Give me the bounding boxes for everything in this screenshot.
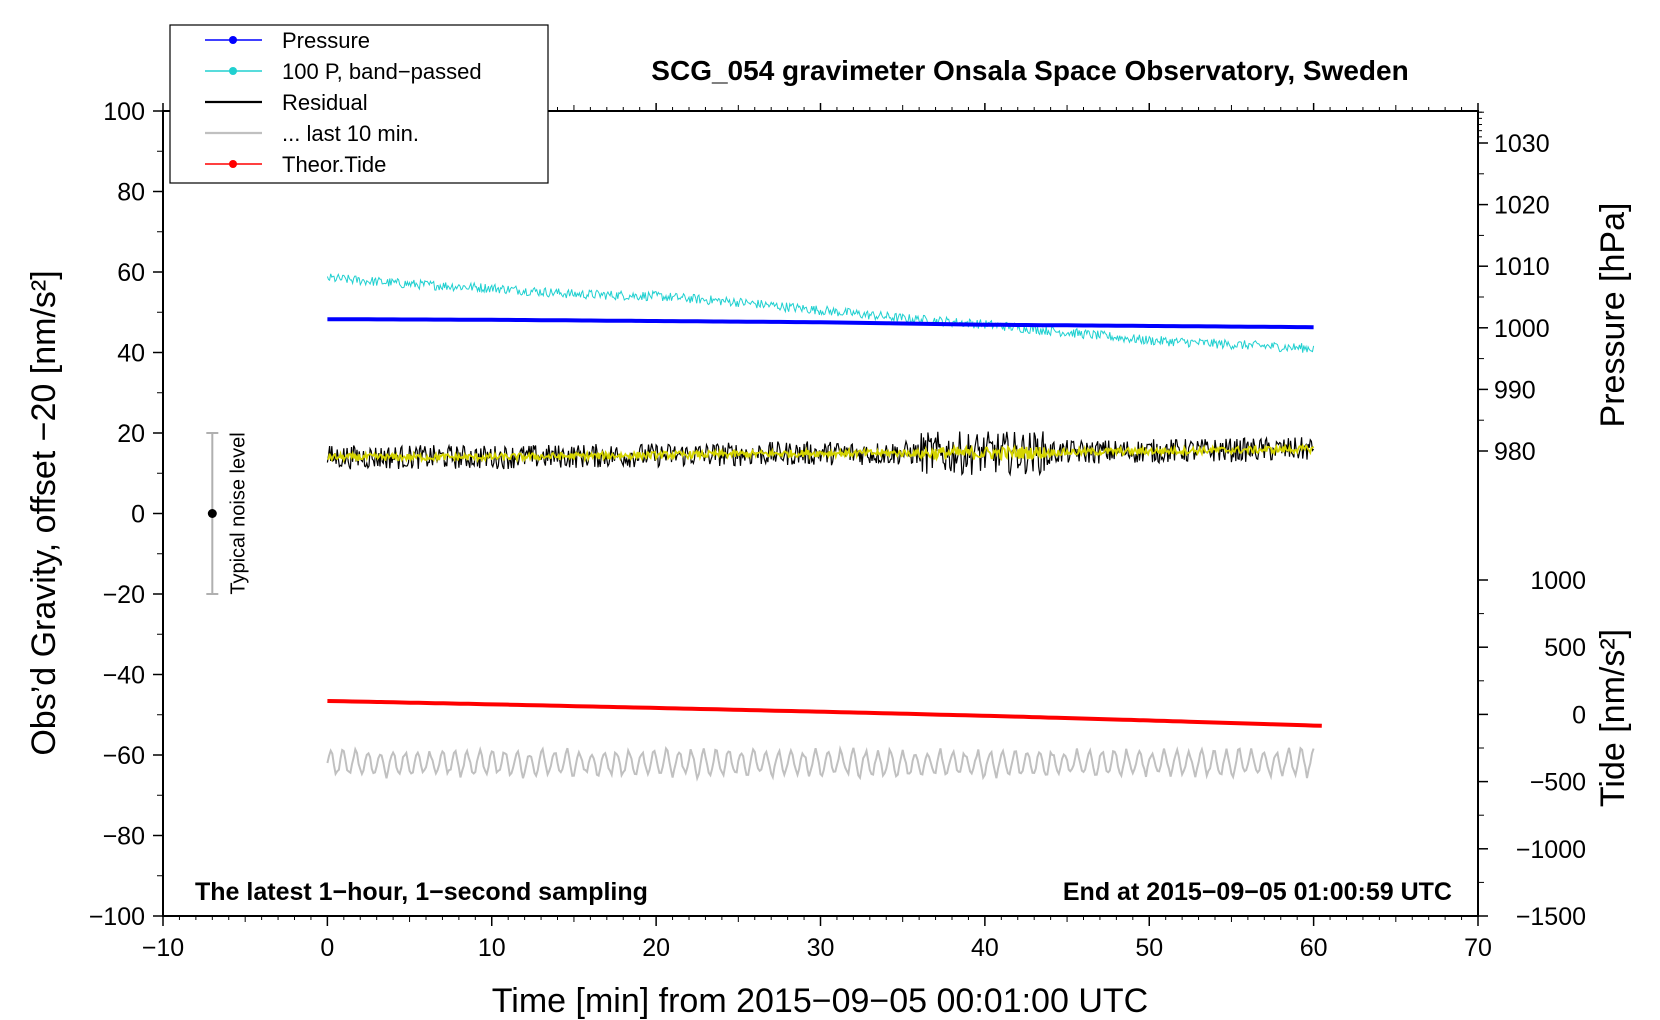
- pressure-tick-label: 1030: [1494, 130, 1550, 158]
- y-tick-label: −60: [103, 742, 145, 770]
- chart-title: SCG_054 gravimeter Onsala Space Observat…: [651, 55, 1408, 86]
- y-tick-label: 20: [117, 420, 145, 448]
- bottom-right-note: End at 2015−09−05 01:00:59 UTC: [1063, 878, 1452, 906]
- tide-tick-label: −500: [1530, 769, 1586, 797]
- legend: Pressure 100 P, band−passed Residual ... la…: [169, 24, 549, 184]
- series-100-p-band-passed: [326, 273, 1315, 353]
- x-tick-label: 70: [1464, 934, 1492, 962]
- legend-label: Pressure: [282, 28, 370, 53]
- bottom-left-note: The latest 1−hour, 1−second sampling: [195, 878, 648, 906]
- legend-marker: [229, 160, 237, 168]
- legend-label: Theor.Tide: [282, 152, 386, 177]
- legend-label: Residual: [282, 90, 368, 115]
- x-tick-label: −10: [142, 934, 184, 962]
- x-tick-label: 60: [1300, 934, 1328, 962]
- tide-tick-label: −1000: [1516, 836, 1586, 864]
- legend-label: ... last 10 min.: [282, 121, 419, 146]
- y-tick-label: −20: [103, 581, 145, 609]
- series-pressure: [327, 317, 1314, 330]
- x-tick-label: 50: [1135, 934, 1163, 962]
- pressure-tick-label: 1000: [1494, 315, 1550, 343]
- y-tick-label: 80: [117, 179, 145, 207]
- y-tick-label: 60: [117, 259, 145, 287]
- pressure-tick-label: 990: [1494, 376, 1536, 404]
- tide-tick-label: −1500: [1516, 903, 1586, 931]
- x-axis-label: Time [min] from 2015−09−05 00:01:00 UTC: [492, 982, 1148, 1020]
- noise-label: Typical noise level: [227, 432, 249, 594]
- series-residual: [326, 431, 1315, 477]
- series-theor-tide: [327, 699, 1322, 728]
- y-axis-label: Obs’d Gravity, offset −20 [nm/s²]: [25, 270, 63, 755]
- x-tick-label: 30: [807, 934, 835, 962]
- noise-center-point: [207, 509, 217, 518]
- pressure-tick-label: 1020: [1494, 192, 1550, 220]
- y-tick-label: −100: [89, 903, 145, 931]
- axis-tick-labels: −10 0 10 20 30 40 50 60 70100806040200−20−40−60−…: [89, 98, 1586, 962]
- y-tick-label: 40: [117, 340, 145, 368]
- legend-label: 100 P, band−passed: [282, 59, 482, 84]
- legend-marker: [229, 67, 237, 75]
- noise-indicator: Typical noise level: [206, 432, 249, 595]
- legend-marker: [229, 36, 237, 44]
- tide-tick-label: 0: [1572, 701, 1586, 729]
- plot-frame: [162, 110, 1479, 917]
- data-series: [326, 273, 1322, 782]
- x-tick-label: 40: [971, 934, 999, 962]
- legend-box: [169, 24, 549, 184]
- x-tick-label: 10: [478, 934, 506, 962]
- axis-ticks: [153, 103, 1488, 926]
- y-tick-label: 100: [103, 98, 145, 126]
- x-tick-label: 20: [642, 934, 670, 962]
- pressure-tick-label: 1010: [1494, 253, 1550, 281]
- tide-axis-label: Tide [nm/s²]: [1594, 629, 1632, 807]
- y-tick-label: −80: [103, 823, 145, 851]
- x-tick-label: 0: [320, 934, 334, 962]
- pressure-axis-label: Pressure [hPa]: [1594, 203, 1632, 428]
- tide-tick-label: 1000: [1530, 567, 1586, 595]
- tide-tick-label: 500: [1544, 634, 1586, 662]
- series-residual-smoothed-: [327, 442, 1315, 464]
- series-last-10-min: [326, 745, 1315, 782]
- pressure-tick-label: 980: [1494, 438, 1536, 466]
- y-tick-label: −40: [103, 662, 145, 690]
- y-tick-label: 0: [131, 501, 145, 529]
